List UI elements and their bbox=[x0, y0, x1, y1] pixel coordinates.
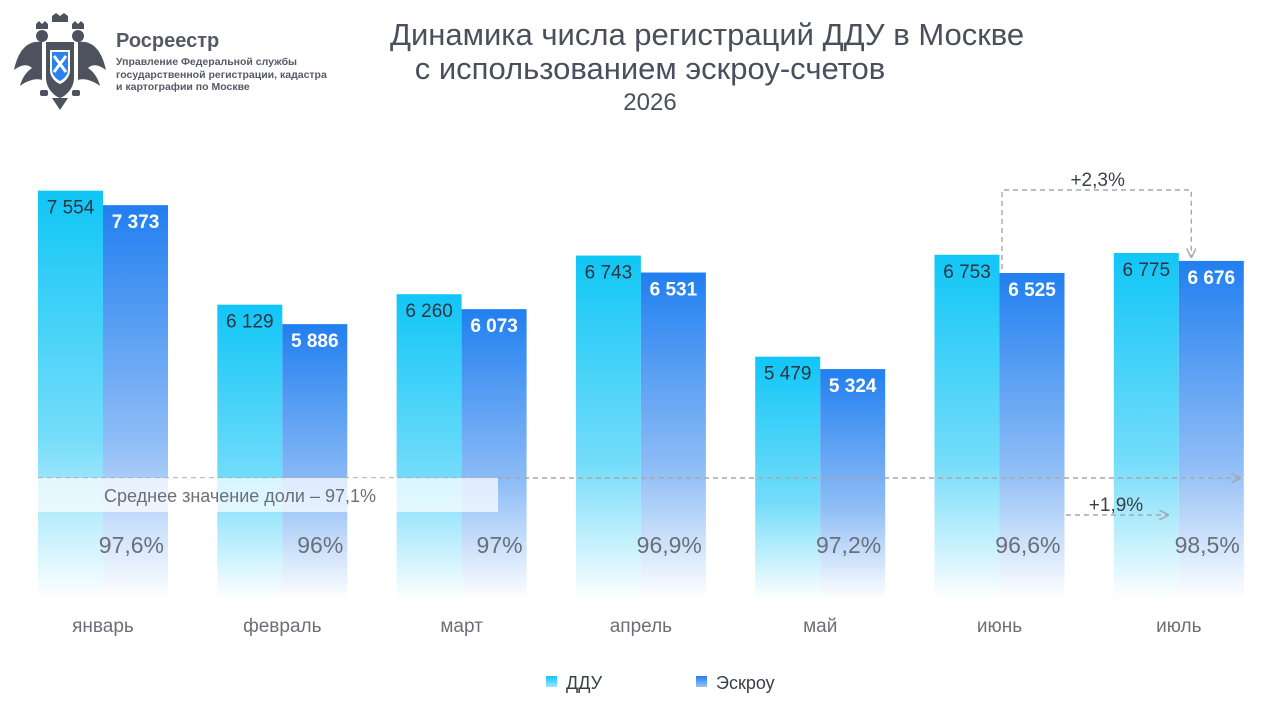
org-subtitle: Управление Федеральной службы государств… bbox=[116, 56, 327, 93]
bar-ddu-3 bbox=[575, 255, 641, 600]
category-label-4: май bbox=[803, 616, 837, 637]
share-label-4: 97,2% bbox=[816, 532, 881, 558]
bar-ddu-0 bbox=[38, 190, 103, 600]
change-label-escrow: +2,3% bbox=[1070, 170, 1125, 191]
logo-block: Росреестр Управление Федеральной службы … bbox=[12, 12, 332, 117]
share-label-6: 98,5% bbox=[1175, 532, 1240, 558]
bar-ddu-2 bbox=[396, 294, 462, 600]
data-label-escrow-5: 6 525 bbox=[1008, 280, 1056, 301]
share-label-3: 96,9% bbox=[637, 532, 702, 558]
share-label-2: 97% bbox=[477, 532, 523, 558]
data-label-ddu-1: 6 129 bbox=[226, 312, 274, 333]
share-label-5: 96,6% bbox=[995, 532, 1060, 558]
legend-label-ddu: ДДУ bbox=[566, 673, 603, 693]
chart-title-line2: с использованием эскроу-счетов bbox=[414, 51, 886, 86]
data-label-ddu-5: 6 753 bbox=[943, 262, 991, 283]
bar-escrow-1 bbox=[282, 324, 348, 600]
data-label-ddu-2: 6 260 bbox=[405, 301, 453, 322]
bar-escrow-3 bbox=[640, 272, 706, 600]
legend-swatch-ddu bbox=[546, 676, 557, 687]
category-label-6: июль bbox=[1156, 616, 1202, 637]
bar-ddu-1 bbox=[217, 304, 283, 600]
data-label-escrow-3: 6 531 bbox=[650, 280, 698, 301]
bar-escrow-4 bbox=[820, 369, 886, 600]
change-label-share: +1,9% bbox=[1089, 495, 1144, 516]
bar-escrow-2 bbox=[461, 309, 527, 600]
average-share-label: Среднее значение доли – 97,1% bbox=[104, 486, 376, 506]
data-label-ddu-6: 6 775 bbox=[1123, 260, 1171, 281]
category-label-0: январь bbox=[72, 616, 134, 637]
category-label-1: февраль bbox=[243, 616, 322, 637]
share-label-0: 97,6% bbox=[99, 532, 164, 558]
bar-ddu-5 bbox=[934, 254, 1000, 600]
data-label-ddu-4: 5 479 bbox=[764, 364, 812, 385]
legend-swatch-escrow bbox=[696, 676, 707, 687]
category-label-5: июнь bbox=[977, 616, 1022, 637]
chart-title-block: Динамика числа регистраций ДДУ в Москве … bbox=[390, 18, 1024, 118]
double-headed-eagle-emblem-icon bbox=[14, 13, 106, 110]
bar-ddu-6 bbox=[1113, 253, 1179, 600]
data-label-escrow-6: 6 676 bbox=[1188, 268, 1236, 289]
org-name: Росреестр bbox=[116, 30, 220, 52]
average-label-box bbox=[38, 478, 498, 512]
share-label-1: 96% bbox=[297, 532, 343, 558]
category-label-2: март bbox=[440, 616, 483, 637]
chart-subtitle: 2026 bbox=[623, 89, 677, 116]
data-label-ddu-3: 6 743 bbox=[585, 263, 633, 284]
data-label-escrow-1: 5 886 bbox=[291, 331, 339, 352]
bar-escrow-6 bbox=[1178, 260, 1244, 600]
bar-escrow-5 bbox=[999, 273, 1065, 600]
data-label-escrow-2: 6 073 bbox=[470, 316, 518, 337]
data-label-escrow-4: 5 324 bbox=[829, 376, 877, 397]
change-arrow-escrow bbox=[1001, 189, 1191, 269]
category-label-3: апрель bbox=[610, 616, 672, 637]
data-label-ddu-0: 7 554 bbox=[47, 198, 95, 219]
legend-label-escrow: Эскроу bbox=[716, 673, 775, 693]
data-label-escrow-0: 7 373 bbox=[112, 212, 160, 233]
bar-escrow-0 bbox=[103, 205, 168, 600]
